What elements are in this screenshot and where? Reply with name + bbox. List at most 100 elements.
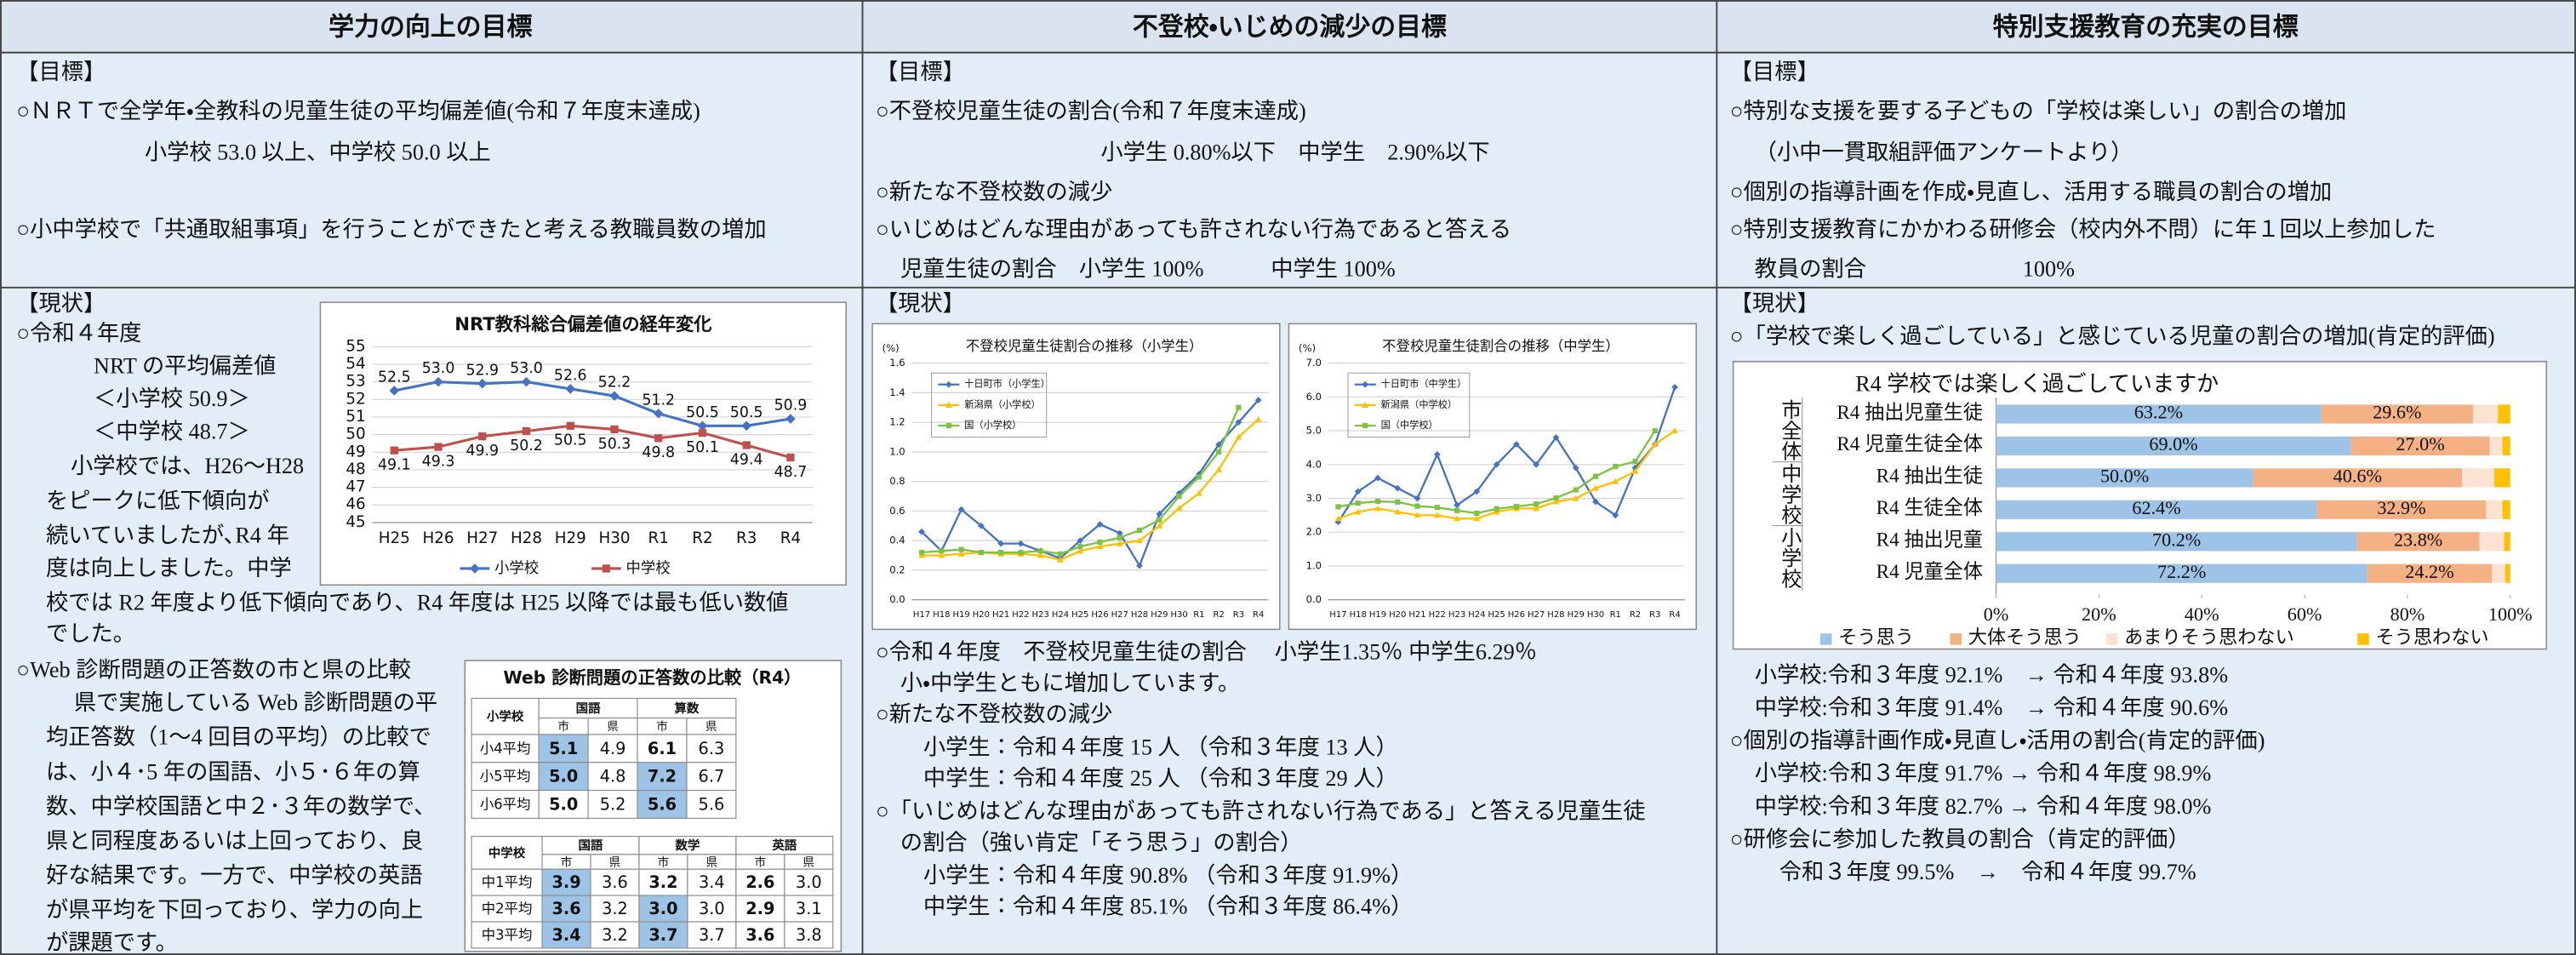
- cell-text: 県: [706, 856, 718, 870]
- column-title: 学力の向上の目標: [328, 12, 532, 42]
- y-tick-label: 0.2: [889, 563, 905, 575]
- point: [1494, 506, 1499, 512]
- data-label: 49.8: [642, 444, 675, 461]
- table-cell: [538, 789, 589, 819]
- chart-title: 不登校児童生徒割合の推移（小学生）: [966, 338, 1203, 354]
- cell-text: 中学校: [488, 845, 526, 861]
- goal-line: 教員の割合 100%: [1755, 257, 2075, 282]
- header-band: [0, 0, 2576, 53]
- y-tick-label: 0.6: [889, 505, 905, 517]
- status-line: 中学校:令和３年度 91.4% → 令和４年度 90.6%: [1755, 695, 2228, 720]
- cell-text: 6.3: [699, 739, 725, 758]
- point: [653, 409, 664, 419]
- x-tick-label: H28: [1547, 610, 1564, 620]
- cell-text: 7.2: [648, 767, 677, 786]
- point: [1433, 512, 1441, 518]
- bar-segment: [2479, 532, 2505, 552]
- point: [1473, 515, 1481, 522]
- point: [434, 443, 443, 451]
- point: [1018, 549, 1024, 556]
- data-label: 23.8%: [2394, 529, 2442, 550]
- data-label: 49.3: [422, 453, 455, 470]
- status-line: 小学校:令和３年度 91.7% → 令和４年度 98.9%: [1755, 761, 2212, 786]
- goal-line: ○不登校児童生徒の割合(令和７年度末達成): [876, 99, 1306, 123]
- point: [1017, 540, 1025, 547]
- cell-text: 4.8: [600, 767, 626, 786]
- goal-line: 【目標】: [876, 60, 965, 84]
- bar-segment: [2321, 404, 2474, 424]
- x-tick-label: H29: [1568, 610, 1585, 620]
- table-cell: [587, 734, 638, 763]
- bar-segment: [1996, 404, 2322, 424]
- cell-text: 3.2: [602, 925, 628, 945]
- group-label: 市全体: [1778, 399, 1802, 460]
- goal-line: ○いじめはどんな理由があっても許されない行為であると答える: [876, 217, 1511, 242]
- point: [1374, 498, 1381, 505]
- legend-label: 国（小学校）: [964, 419, 1021, 431]
- bar-segment: [2504, 532, 2510, 552]
- x-tick-label: R1: [1193, 610, 1204, 620]
- point: [1592, 484, 1599, 491]
- bar-segment: [2486, 500, 2503, 519]
- point: [1236, 404, 1242, 410]
- point: [1414, 495, 1421, 502]
- status-line: ○「学校で楽しく過ごしている」と感じている児童の割合の増加(肯定的評価): [1730, 324, 2495, 349]
- point: [1037, 552, 1044, 558]
- status-line: 度は向上しました。中学: [46, 556, 292, 580]
- point: [610, 425, 619, 434]
- data-label: 49.9: [466, 443, 499, 460]
- table-cell: [587, 789, 638, 819]
- legend-marker: [1362, 402, 1369, 408]
- point: [522, 426, 531, 436]
- axis-unit: (%): [1299, 342, 1316, 354]
- point: [958, 546, 964, 552]
- data-label: 62.4%: [2132, 497, 2180, 518]
- x-tick-label: 60%: [2288, 603, 2322, 625]
- x-tick-label: H20: [973, 610, 990, 620]
- point: [1612, 512, 1619, 519]
- status-line: は、小４･5 年の国語、小５･６年の算: [46, 759, 420, 784]
- status-line: ○「いじめはどんな理由があっても許されない行為である」と答える児童生徒: [876, 799, 1646, 824]
- data-label: 50.3: [598, 436, 631, 453]
- table-cell: [735, 921, 785, 949]
- point: [1454, 507, 1460, 513]
- x-tick-label: R1: [648, 529, 669, 547]
- cell-text: 算数: [674, 701, 699, 716]
- legend-label: あまりそう思わない: [2124, 626, 2294, 648]
- goal-line: 小学校 53.0 以上、中学校 50.0 以上: [145, 140, 491, 164]
- legend-label: 小学校: [494, 560, 539, 577]
- x-tick-label: R3: [1649, 610, 1660, 620]
- cell-text: 2.9: [745, 899, 774, 918]
- cell-text: 市: [561, 856, 573, 870]
- point: [1156, 522, 1163, 529]
- x-tick-label: H30: [1170, 610, 1187, 620]
- goal-line: 【目標】: [1730, 60, 1819, 84]
- cell-text: 6.1: [648, 739, 677, 758]
- point: [1395, 499, 1401, 505]
- cell-text: 中1平均: [482, 874, 533, 890]
- point: [1116, 529, 1123, 537]
- cell-text: 市: [755, 856, 767, 870]
- point: [978, 522, 985, 529]
- bar-segment: [2350, 436, 2490, 456]
- point: [1414, 503, 1420, 509]
- bar-segment: [2367, 563, 2493, 583]
- data-label: 51.2: [642, 392, 675, 409]
- point: [566, 421, 574, 430]
- x-tick-label: R1: [1610, 610, 1621, 620]
- data-label: 50.5: [730, 404, 763, 421]
- y-tick-label: 45: [346, 513, 365, 531]
- point: [390, 446, 398, 455]
- data-label: 70.2%: [2152, 529, 2201, 550]
- status-line: 【現状】: [1730, 291, 1819, 316]
- x-tick-label: H27: [466, 529, 498, 547]
- y-tick-label: 1.0: [1306, 559, 1322, 571]
- data-label: 50.2: [510, 437, 543, 455]
- point: [1592, 473, 1599, 479]
- y-tick-label: 52: [346, 390, 365, 408]
- cell-text: 小6平均: [480, 796, 531, 812]
- table-cell: [686, 734, 737, 763]
- table-cell: [471, 895, 543, 923]
- x-tick-label: H22: [1429, 610, 1446, 620]
